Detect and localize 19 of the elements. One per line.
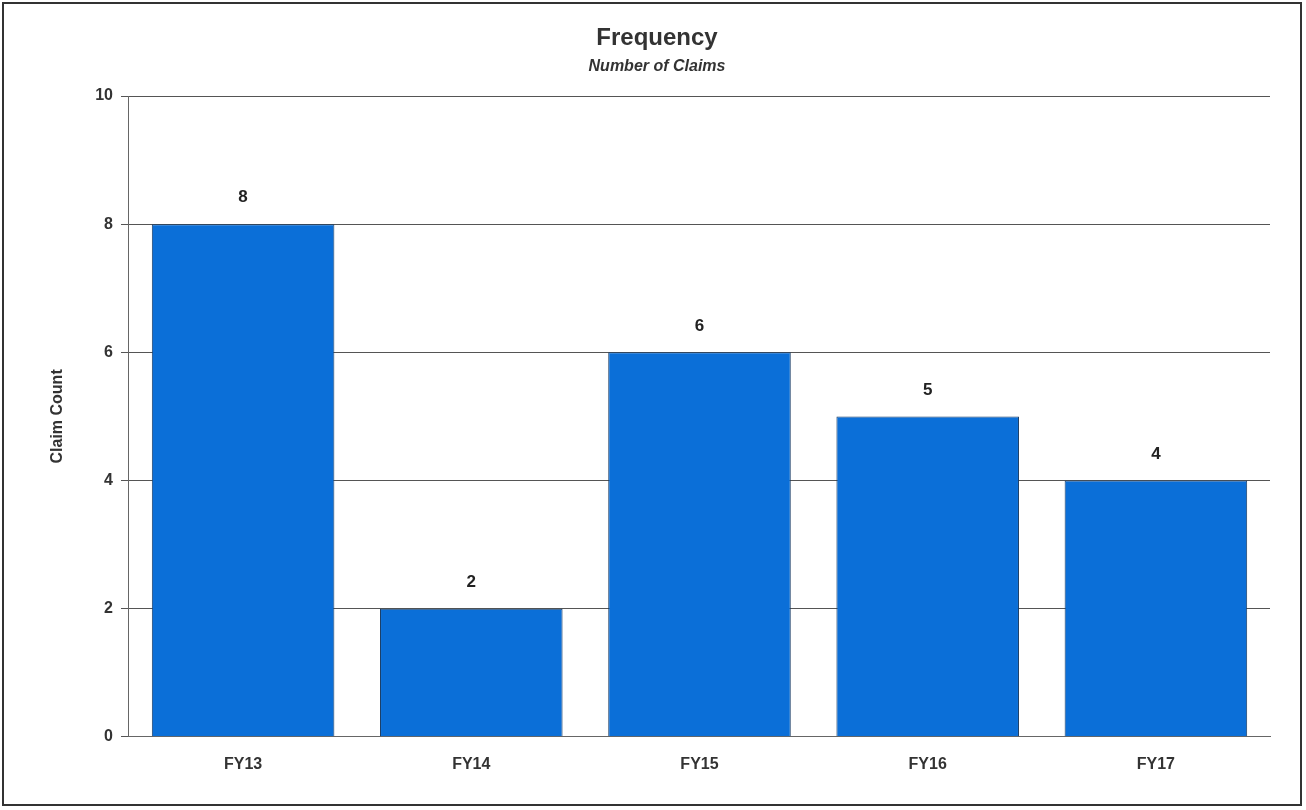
y-tick-label: 0	[104, 727, 114, 745]
x-tick-label: FY15	[680, 754, 719, 772]
x-tick-label: FY14	[452, 754, 491, 772]
y-axis-title: Claim Count	[48, 368, 66, 464]
y-tick-label: 8	[104, 214, 114, 232]
x-tick-label: FY13	[223, 754, 263, 772]
x-tick-label: FY16	[908, 754, 947, 772]
data-label: 5	[922, 379, 933, 399]
y-tick-label: 10	[95, 86, 114, 104]
y-tick-label: 4	[104, 470, 114, 488]
chart-subtitle: Number of Claims	[588, 56, 726, 74]
data-label: 2	[466, 571, 477, 591]
data-label: 8	[238, 187, 248, 207]
x-tick-label: FY17	[1136, 754, 1176, 772]
data-label: 4	[1151, 443, 1162, 463]
chart-title: Frequency	[596, 23, 719, 51]
y-tick-label: 2	[104, 599, 114, 617]
y-tick-label: 6	[104, 342, 114, 360]
data-label: 6	[694, 315, 705, 335]
